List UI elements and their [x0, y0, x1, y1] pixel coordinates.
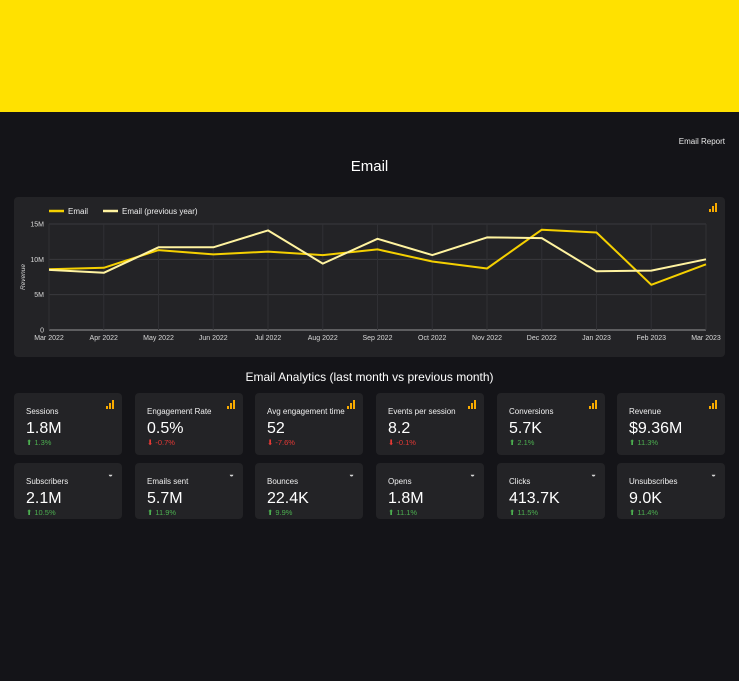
mailchimp-icon: ◒ — [349, 470, 354, 479]
analytics-icon — [709, 203, 718, 212]
mailchimp-icon: ◒ — [229, 470, 234, 479]
kpi-delta: ⬆ 10.5% — [26, 508, 56, 517]
mailchimp-icon: ◒ — [711, 470, 716, 479]
kpi-delta: ⬆ 11.3% — [629, 438, 659, 447]
kpi-label: Opens — [388, 477, 412, 486]
revenue-chart-card: 0 5M 10M 15M Mar 2022 Apr 2022 May 2022 Jun 202… — [14, 197, 725, 357]
x-tick-label: Feb 2023 — [636, 335, 666, 342]
x-tick-label: Jun 2022 — [199, 335, 228, 342]
analytics-icon — [468, 400, 477, 409]
kpi-card-opens: ◒ Opens 1.8M ⬆ 11.1% — [376, 463, 484, 519]
kpi-card-unsubscribes: ◒ Unsubscribes 9.0K ⬆ 11.4% — [617, 463, 725, 519]
kpi-card-revenue: Revenue $9.36M ⬆ 11.3% — [617, 393, 725, 455]
kpi-label: Bounces — [267, 477, 299, 486]
kpi-label: Sessions — [26, 407, 59, 416]
kpi-label: Unsubscribes — [629, 477, 678, 486]
kpi-delta: ⬆ 9.9% — [267, 508, 293, 517]
kpi-label: Avg engagement time — [267, 407, 345, 416]
kpi-label: Engagement Rate — [147, 407, 212, 416]
mailchimp-icon: ◒ — [108, 470, 113, 479]
y-tick-label: 15M — [30, 222, 44, 229]
revenue-line-chart: 0 5M 10M 15M Mar 2022 Apr 2022 May 2022 Jun 202… — [20, 207, 721, 342]
x-tick-label: Mar 2022 — [34, 335, 64, 342]
x-tick-label: Jan 2023 — [582, 335, 611, 342]
kpi-value: 9.0K — [629, 490, 662, 507]
x-tick-label: May 2022 — [143, 335, 174, 342]
email-analytics-title: Email Analytics (last month vs previous … — [245, 370, 494, 384]
mailchimp-icon: ◒ — [591, 470, 596, 479]
kpi-delta: ⬇ -0.7% — [147, 438, 175, 447]
x-tick-label: Sep 2022 — [363, 335, 393, 342]
kpi-label: Emails sent — [147, 477, 189, 486]
x-tick-label: Dec 2022 — [527, 335, 557, 342]
kpi-value: 52 — [267, 420, 285, 437]
kpi-delta: ⬇ -7.6% — [267, 438, 295, 447]
kpi-card-clicks: ◒ Clicks 413.7K ⬆ 11.5% — [497, 463, 605, 519]
analytics-icon — [227, 400, 236, 409]
mailchimp-icon: ◒ — [470, 470, 475, 479]
legend-label: Email — [68, 207, 88, 216]
analytics-icon — [709, 400, 718, 409]
x-tick-label: Apr 2022 — [90, 335, 119, 342]
kpi-delta: ⬇ -0.1% — [388, 438, 416, 447]
kpi-card-engagement-rate: Engagement Rate 0.5% ⬇ -0.7% — [135, 393, 243, 455]
kpi-value: 1.8M — [388, 490, 424, 507]
kpi-value: 22.4K — [267, 490, 309, 507]
kpi-card-emails-sent: ◒ Emails sent 5.7M ⬆ 11.9% — [135, 463, 243, 519]
kpi-card-subscribers: ◒ Subscribers 2.1M ⬆ 10.5% — [14, 463, 122, 519]
x-tick-label: Mar 2023 — [691, 335, 721, 342]
kpi-label: Subscribers — [26, 477, 69, 486]
kpi-value: 8.2 — [388, 420, 411, 437]
x-tick-label: Aug 2022 — [308, 335, 338, 342]
kpi-delta: ⬆ 1.3% — [26, 438, 52, 447]
x-tick-label: Oct 2022 — [418, 335, 447, 342]
page-title: Email — [350, 158, 389, 175]
kpi-label: Events per session — [388, 407, 456, 416]
kpi-delta: ⬆ 11.4% — [629, 508, 659, 517]
email-report-link[interactable]: Email Report — [678, 137, 725, 146]
analytics-icon — [106, 400, 115, 409]
y-tick-label: 0 — [40, 328, 44, 335]
analytics-icon — [589, 400, 598, 409]
kpi-value: 2.1M — [26, 490, 62, 507]
x-tick-label: Nov 2022 — [472, 335, 502, 342]
kpi-delta: ⬆ 11.1% — [388, 508, 418, 517]
kpi-value: $9.36M — [629, 420, 683, 437]
kpi-card-events-per-session: Events per session 8.2 ⬇ -0.1% — [376, 393, 484, 455]
kpi-label: Clicks — [509, 477, 531, 486]
kpi-value: 0.5% — [147, 420, 184, 437]
kpi-value: 1.8M — [26, 420, 62, 437]
y-tick-label: 5M — [34, 292, 44, 299]
kpi-value: 5.7M — [147, 490, 183, 507]
series-email-previous-year-line — [48, 229, 707, 274]
header-banner — [0, 0, 739, 112]
kpi-card-avg-engagement-time: Avg engagement time 52 ⬇ -7.6% — [255, 393, 363, 455]
kpi-card-sessions: Sessions 1.8M ⬆ 1.3% — [14, 393, 122, 455]
y-axis-label: Revenue — [20, 264, 27, 290]
kpi-label: Revenue — [629, 407, 662, 416]
kpi-delta: ⬆ 2.1% — [509, 438, 535, 447]
kpi-card-conversions: Conversions 5.7K ⬆ 2.1% — [497, 393, 605, 455]
series-email-line — [48, 228, 707, 286]
kpi-card-bounces: ◒ Bounces 22.4K ⬆ 9.9% — [255, 463, 363, 519]
y-tick-label: 10M — [30, 257, 44, 264]
kpi-value: 5.7K — [509, 420, 542, 437]
kpi-value: 413.7K — [509, 490, 560, 507]
x-tick-label: Jul 2022 — [255, 335, 282, 342]
kpi-delta: ⬆ 11.5% — [509, 508, 539, 517]
kpi-label: Conversions — [509, 407, 554, 416]
legend-label: Email (previous year) — [122, 207, 198, 216]
analytics-icon — [347, 400, 356, 409]
kpi-delta: ⬆ 11.9% — [147, 508, 177, 517]
